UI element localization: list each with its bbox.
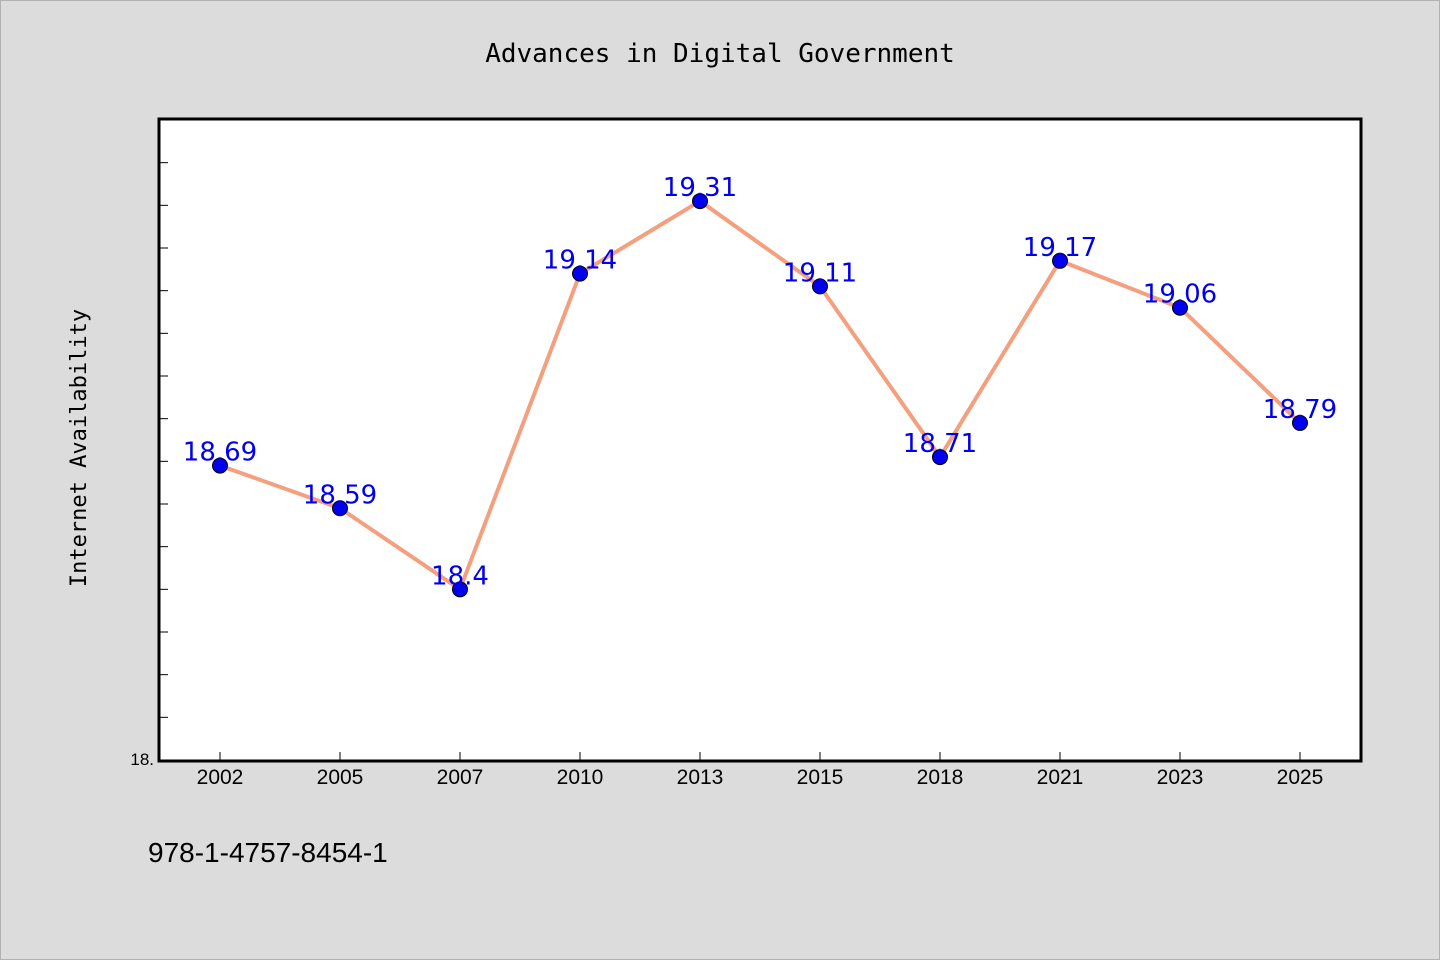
x-axis-ticks: 2002 2005 2007 2010 2013 2015 2018 2021 2023 2025 bbox=[197, 752, 1324, 789]
series-layer: 18.69 18.59 18.4 19.14 19.31 19.11 18.71 19.17 1… bbox=[183, 173, 1337, 598]
x-tick-label: 2010 bbox=[557, 766, 604, 789]
data-label: 18.71 bbox=[903, 429, 977, 459]
data-label: 19.17 bbox=[1023, 233, 1097, 263]
data-label: 19.06 bbox=[1143, 280, 1217, 310]
data-point bbox=[572, 265, 588, 282]
y-tick-label: 18. bbox=[130, 750, 154, 769]
data-point bbox=[932, 449, 948, 466]
x-tick-label: 2018 bbox=[917, 766, 964, 789]
x-tick-label: 2025 bbox=[1277, 766, 1324, 789]
plot-area bbox=[157, 117, 1363, 763]
data-point bbox=[1172, 299, 1188, 316]
data-point bbox=[692, 193, 708, 210]
data-label: 18.59 bbox=[303, 480, 377, 510]
data-point bbox=[1292, 414, 1308, 431]
data-point bbox=[212, 457, 228, 474]
data-label: 18.4 bbox=[431, 561, 489, 591]
y-axis-ticks: 18. bbox=[130, 162, 168, 769]
data-point bbox=[332, 500, 348, 517]
x-tick-label: 2013 bbox=[677, 766, 724, 789]
data-label: 19.31 bbox=[663, 173, 737, 203]
x-tick-label: 2021 bbox=[1037, 766, 1084, 789]
data-label: 19.14 bbox=[543, 246, 617, 276]
x-tick-label: 2005 bbox=[317, 766, 364, 789]
footer-isbn: 978-1-4757-8454-1 bbox=[148, 837, 388, 868]
data-label: 18.69 bbox=[183, 438, 257, 468]
series-line bbox=[219, 199, 1302, 592]
data-point bbox=[812, 278, 828, 295]
x-tick-label: 2002 bbox=[197, 766, 244, 789]
chart-title: Advances in Digital Government bbox=[485, 39, 955, 69]
data-point bbox=[1052, 252, 1068, 269]
y-axis-label: Internet Availability bbox=[67, 309, 92, 587]
data-point bbox=[452, 581, 468, 598]
x-tick-label: 2015 bbox=[797, 766, 844, 789]
data-label: 19.11 bbox=[783, 258, 857, 288]
x-tick-label: 2023 bbox=[1157, 766, 1204, 789]
x-tick-label: 2007 bbox=[437, 766, 484, 789]
data-label: 18.79 bbox=[1263, 395, 1337, 425]
